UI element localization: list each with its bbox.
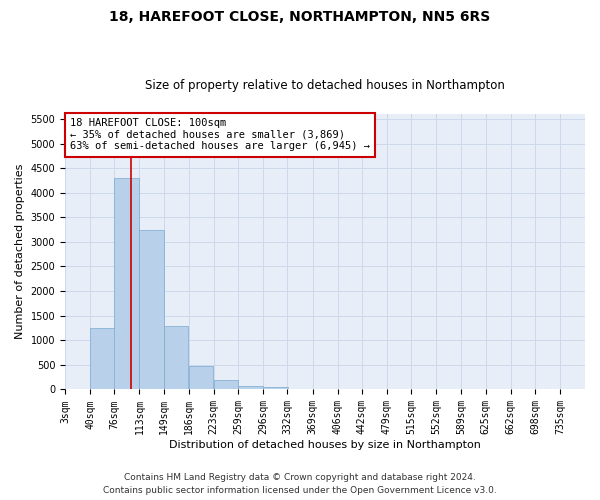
Y-axis label: Number of detached properties: Number of detached properties (15, 164, 25, 340)
Bar (115, 178, 139, 390)
Bar (238, 386, 263, 390)
X-axis label: Distribution of detached houses by size in Northampton: Distribution of detached houses by size … (169, 440, 481, 450)
Bar (214, 380, 238, 390)
Bar (139, 230, 164, 390)
Bar (90, 328, 115, 390)
Text: Contains HM Land Registry data © Crown copyright and database right 2024.
Contai: Contains HM Land Registry data © Crown c… (103, 474, 497, 495)
Text: 18, HAREFOOT CLOSE, NORTHAMPTON, NN5 6RS: 18, HAREFOOT CLOSE, NORTHAMPTON, NN5 6RS (109, 10, 491, 24)
Bar (263, 386, 288, 390)
Title: Size of property relative to detached houses in Northampton: Size of property relative to detached ho… (145, 79, 505, 92)
Text: 18 HAREFOOT CLOSE: 100sqm
← 35% of detached houses are smaller (3,869)
63% of se: 18 HAREFOOT CLOSE: 100sqm ← 35% of detac… (70, 118, 370, 152)
Bar (189, 366, 214, 390)
Bar (164, 326, 188, 390)
